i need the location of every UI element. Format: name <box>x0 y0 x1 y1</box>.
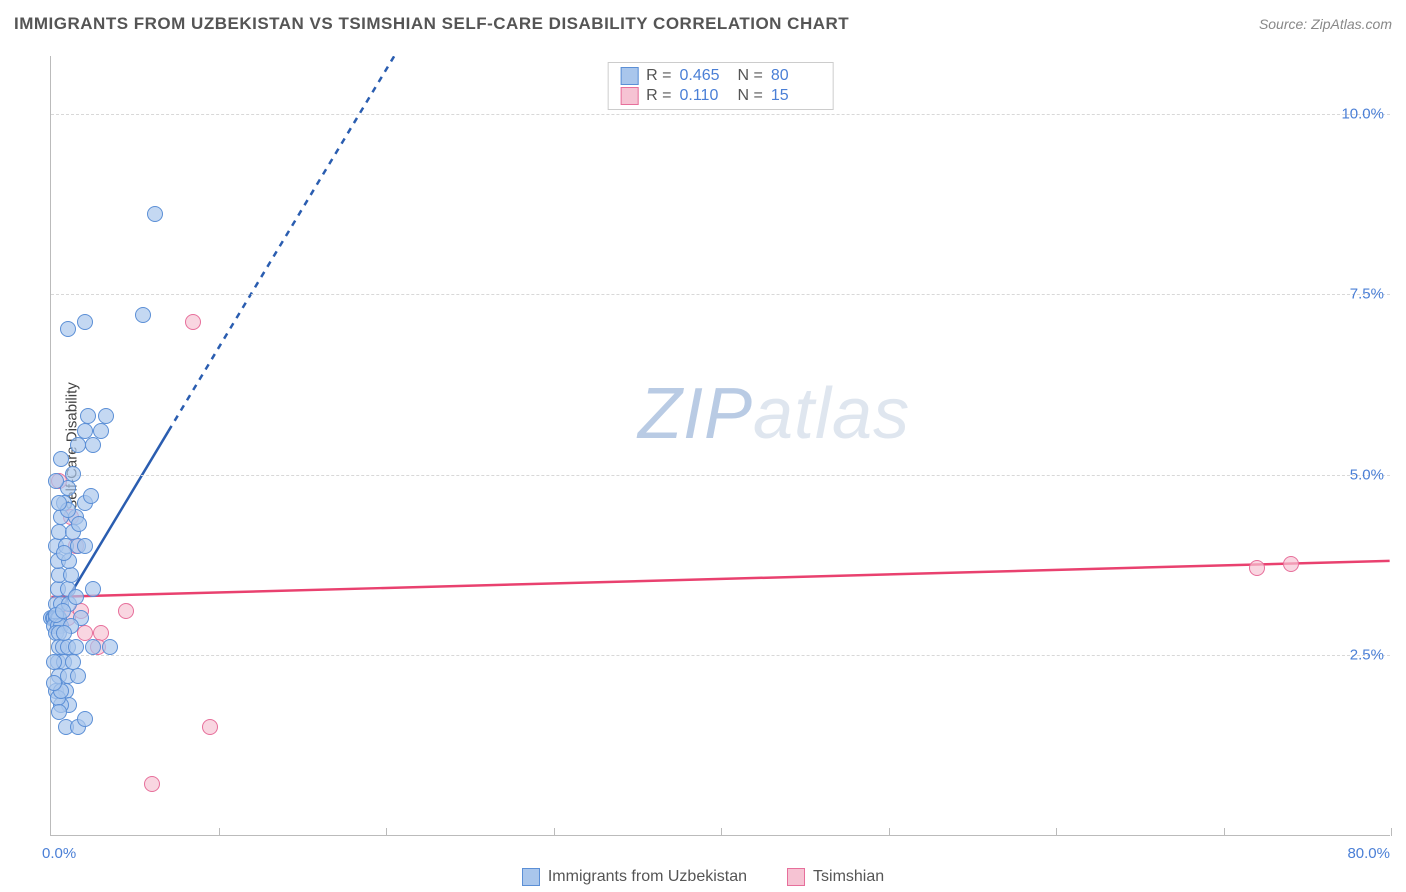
xtick <box>219 828 220 836</box>
data-point <box>77 423 93 439</box>
data-point <box>46 654 62 670</box>
legend-label-b: Tsimshian <box>813 868 884 886</box>
swatch-a-icon <box>522 868 540 886</box>
data-point <box>65 466 81 482</box>
bottom-legend: Immigrants from Uzbekistan Tsimshian <box>0 868 1406 886</box>
legend-label-a: Immigrants from Uzbekistan <box>548 868 747 886</box>
legend-item-a: Immigrants from Uzbekistan <box>522 868 747 886</box>
data-point <box>85 639 101 655</box>
data-point <box>135 307 151 323</box>
swatch-b <box>620 87 638 105</box>
data-point <box>77 711 93 727</box>
data-point <box>80 408 96 424</box>
data-point <box>1249 560 1265 576</box>
data-point <box>55 603 71 619</box>
source-label: Source: ZipAtlas.com <box>1259 16 1392 32</box>
xtick <box>1391 828 1392 836</box>
xtick <box>554 828 555 836</box>
data-point <box>83 488 99 504</box>
xtick <box>889 828 890 836</box>
swatch-b-icon <box>787 868 805 886</box>
ytick-label: 5.0% <box>1350 466 1384 483</box>
data-point <box>98 408 114 424</box>
watermark: ZIPatlas <box>638 373 910 455</box>
data-point <box>85 437 101 453</box>
data-point <box>102 639 118 655</box>
data-point <box>46 675 62 691</box>
stats-row-a: R = 0.465 N = 80 <box>620 67 821 85</box>
r-value-b: 0.110 <box>680 87 730 105</box>
data-point <box>144 776 160 792</box>
data-point <box>93 423 109 439</box>
data-point <box>56 625 72 641</box>
data-point <box>48 473 64 489</box>
gridline <box>51 655 1390 656</box>
data-point <box>185 314 201 330</box>
r-label-a: R = <box>646 67 671 85</box>
data-point <box>70 437 86 453</box>
stats-row-b: R = 0.110 N = 15 <box>620 87 821 105</box>
n-value-b: 15 <box>771 87 821 105</box>
ytick-label: 7.5% <box>1350 286 1384 303</box>
data-point <box>51 495 67 511</box>
xtick <box>1056 828 1057 836</box>
data-point <box>68 589 84 605</box>
data-point <box>60 321 76 337</box>
gridline <box>51 114 1390 115</box>
ytick-label: 2.5% <box>1350 647 1384 664</box>
chart-title: IMMIGRANTS FROM UZBEKISTAN VS TSIMSHIAN … <box>14 14 849 34</box>
data-point <box>85 581 101 597</box>
legend-item-b: Tsimshian <box>787 868 884 886</box>
xtick <box>386 828 387 836</box>
data-point <box>147 206 163 222</box>
xtick <box>721 828 722 836</box>
data-point <box>53 451 69 467</box>
data-point <box>202 719 218 735</box>
n-label-b: N = <box>738 87 763 105</box>
r-value-a: 0.465 <box>680 67 730 85</box>
data-point <box>118 603 134 619</box>
data-point <box>77 538 93 554</box>
gridline <box>51 294 1390 295</box>
ytick-label: 10.0% <box>1341 105 1384 122</box>
xtick <box>1224 828 1225 836</box>
swatch-a <box>620 67 638 85</box>
x-max-label: 80.0% <box>1347 845 1390 862</box>
data-point <box>51 704 67 720</box>
n-value-a: 80 <box>771 67 821 85</box>
data-point <box>63 567 79 583</box>
x-min-label: 0.0% <box>42 845 76 862</box>
n-label-a: N = <box>738 67 763 85</box>
data-point <box>77 314 93 330</box>
data-point <box>56 545 72 561</box>
stats-legend: R = 0.465 N = 80 R = 0.110 N = 15 <box>607 62 834 110</box>
scatter-plot: ZIPatlas R = 0.465 N = 80 R = 0.110 N = … <box>50 56 1390 836</box>
data-point <box>71 516 87 532</box>
data-point <box>70 668 86 684</box>
r-label-b: R = <box>646 87 671 105</box>
data-point <box>1283 556 1299 572</box>
gridline <box>51 475 1390 476</box>
